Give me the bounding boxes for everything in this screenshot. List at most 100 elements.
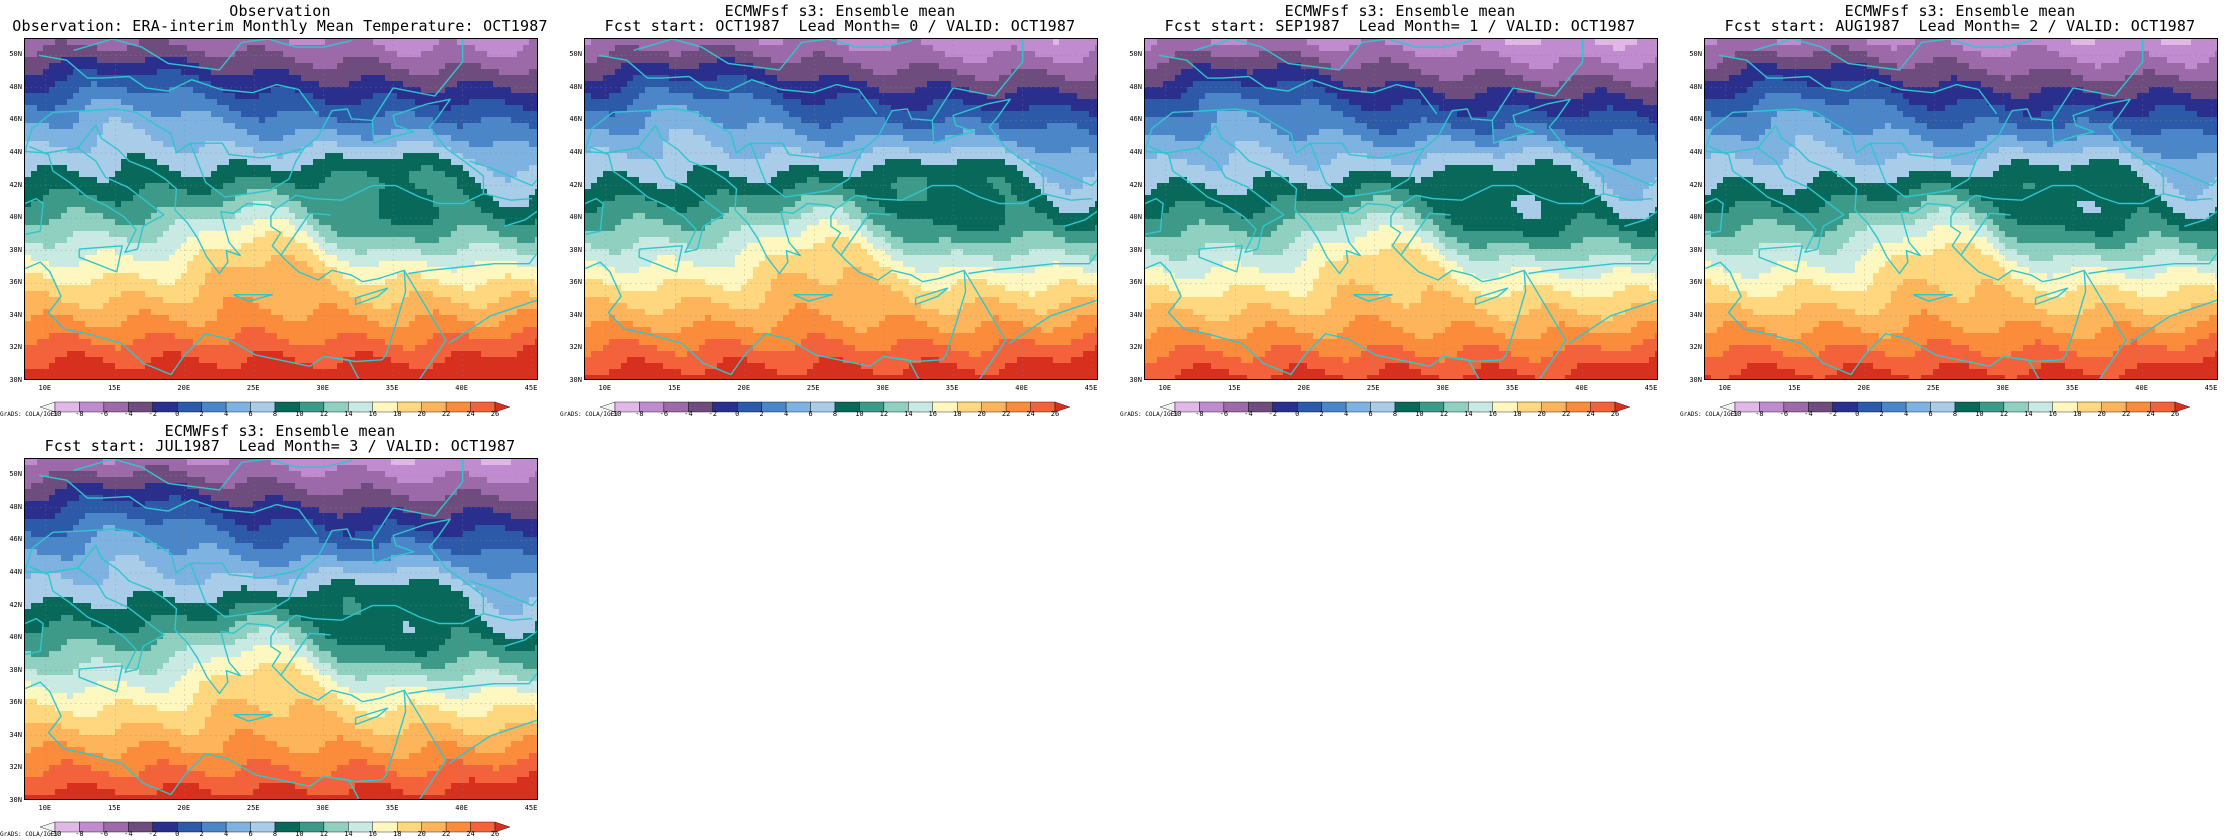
colorbar-swatch <box>250 401 276 413</box>
grads-credit: GrADS: COLA/IGES <box>0 412 58 418</box>
lat-tick-label: 30N <box>0 377 22 384</box>
map-panel-lead3: ECMWFsf s3: Ensemble mean Fcst start: JUL… <box>0 420 560 840</box>
colorbar-label: 24 <box>1026 411 1034 418</box>
grads-credit: GrADS: COLA/IGES <box>1680 412 1738 418</box>
colorbar-label: -4 <box>1804 411 1812 418</box>
colorbar-label: 24 <box>466 411 474 418</box>
lon-tick-label: 35E <box>2066 385 2079 392</box>
lon-tick-label: 40E <box>1575 385 1588 392</box>
map-frame <box>24 38 538 380</box>
colorbar-label: 14 <box>1464 411 1472 418</box>
colorbar: -10 -8 -6 -4 -2 0 2 4 6 8 10 12 14 16 18 20 22 24 26 <box>39 818 511 840</box>
lat-tick-label: 32N <box>560 344 582 351</box>
colorbar-swatch <box>2174 401 2191 413</box>
lon-tick-label: 45E <box>1085 385 1098 392</box>
colorbar-label: 2 <box>200 411 204 418</box>
lat-tick-label: 50N <box>1120 51 1142 58</box>
lon-tick-label: 30E <box>1436 385 1449 392</box>
coastlines <box>1145 39 1657 379</box>
lat-tick-label: 48N <box>1120 83 1142 91</box>
panel-title: ECMWFsf s3: Ensemble mean <box>0 424 560 439</box>
colorbar-swatch <box>785 401 811 413</box>
colorbar-label: 4 <box>1904 411 1908 418</box>
lat-tick-label: 40N <box>1120 214 1142 221</box>
lat-tick-label: 38N <box>0 666 22 674</box>
colorbar-label: -2 <box>149 831 157 838</box>
temperature-field <box>1145 39 1657 379</box>
colorbar-label: 6 <box>1928 411 1932 418</box>
colorbar-label: 18 <box>393 411 401 418</box>
colorbar-swatch <box>761 401 787 413</box>
colorbar-label: 6 <box>808 411 812 418</box>
grads-credit: GrADS: COLA/IGES <box>560 412 618 418</box>
colorbar-label: 2 <box>760 411 764 418</box>
colorbar: -10 -8 -6 -4 -2 0 2 4 6 8 10 12 14 16 18 20 22 24 26 <box>39 398 511 420</box>
colorbar-label: -6 <box>1780 411 1788 418</box>
colorbar-swatch <box>1857 401 1882 413</box>
colorbar-label: 8 <box>273 831 277 838</box>
lat-tick-label: 48N <box>1680 83 1702 91</box>
colorbar-label: 0 <box>735 411 739 418</box>
colorbar-label: 10 <box>855 411 863 418</box>
colorbar-label: 10 <box>1415 411 1423 418</box>
temperature-field <box>1705 39 2217 379</box>
panel-subtitle: Fcst start: OCT1987 Lead Month= 0 / VALI… <box>560 19 1120 34</box>
colorbar-label: 26 <box>2171 411 2179 418</box>
colorbar-label: 26 <box>491 411 499 418</box>
lon-tick-label: 25E <box>247 385 260 392</box>
colorbar-label: 12 <box>1440 411 1448 418</box>
map-frame <box>1704 38 2218 380</box>
colorbar-label: 20 <box>417 411 425 418</box>
lon-tick-label: 10E <box>39 385 52 392</box>
colorbar-swatch <box>225 821 251 833</box>
lon-tick-label: 45E <box>1645 385 1658 392</box>
lat-tick-label: 46N <box>560 116 582 123</box>
colorbar-label: 24 <box>466 831 474 838</box>
colorbar-label: 6 <box>1368 411 1372 418</box>
lon-tick-label: 20E <box>1857 385 1870 392</box>
colorbar-label: 10 <box>295 411 303 418</box>
lat-tick-label: 36N <box>1680 279 1702 286</box>
lat-tick-label: 42N <box>560 181 582 189</box>
lon-tick-label: 30E <box>316 385 329 392</box>
colorbar-label: 12 <box>2000 411 2008 418</box>
lat-tick-label: 44N <box>560 149 582 156</box>
colorbar-label: -8 <box>75 411 83 418</box>
lat-tick-label: 40N <box>0 634 22 641</box>
panel-title: ECMWFsf s3: Ensemble mean <box>1120 4 1680 19</box>
lat-tick-label: 36N <box>1120 279 1142 286</box>
lat-tick-label: 36N <box>0 699 22 706</box>
lon-tick-label: 20E <box>1297 385 1310 392</box>
colorbar-label: 2 <box>1880 411 1884 418</box>
lat-tick-label: 38N <box>1680 246 1702 254</box>
colorbar-swatch <box>494 401 511 413</box>
lon-tick-label: 15E <box>108 805 121 812</box>
lat-tick-label: 34N <box>560 311 582 319</box>
lat-tick-label: 46N <box>0 116 22 123</box>
colorbar-swatch <box>1345 401 1371 413</box>
lon-tick-label: 15E <box>668 385 681 392</box>
lat-tick-label: 36N <box>0 279 22 286</box>
colorbar-label: 16 <box>369 411 377 418</box>
lat-tick-label: 34N <box>1680 311 1702 319</box>
colorbar-label: 20 <box>2097 411 2105 418</box>
lon-tick-label: 20E <box>177 385 190 392</box>
lat-tick-label: 40N <box>0 214 22 221</box>
map-panel-lead1: ECMWFsf s3: Ensemble mean Fcst start: SEP… <box>1120 0 1680 420</box>
map-panel-lead2: ECMWFsf s3: Ensemble mean Fcst start: AUG… <box>1680 0 2240 420</box>
colorbar-swatch <box>494 821 511 833</box>
colorbar-label: 10 <box>295 831 303 838</box>
colorbar-label: 0 <box>1855 411 1859 418</box>
panel-title: Observation <box>0 4 560 19</box>
graticule <box>25 39 537 379</box>
lat-tick-label: 46N <box>1680 116 1702 123</box>
graticule <box>25 459 537 799</box>
colorbar-label: 4 <box>224 831 228 838</box>
colorbar-label: 20 <box>417 831 425 838</box>
panel-subtitle: Fcst start: JUL1987 Lead Month= 3 / VALI… <box>0 439 560 454</box>
colorbar-label: 24 <box>1586 411 1594 418</box>
colorbar: -10 -8 -6 -4 -2 0 2 4 6 8 10 12 14 16 18 20 22 24 26 <box>599 398 1071 420</box>
colorbar-label: 6 <box>248 831 252 838</box>
colorbar-swatch <box>201 821 227 833</box>
